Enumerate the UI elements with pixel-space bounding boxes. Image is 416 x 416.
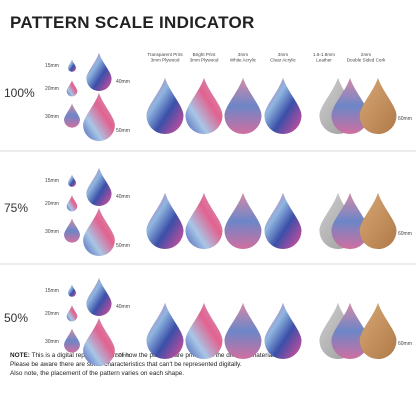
teardrop (67, 284, 77, 297)
material-label: Bright Print (193, 52, 216, 57)
size-label: 30mm (45, 229, 59, 235)
teardrop (146, 302, 184, 360)
material-label: 3mm (238, 52, 248, 57)
teardrop (224, 77, 262, 135)
teardrop (67, 59, 77, 72)
material-label: 3mm Plywood (190, 58, 219, 63)
size-label: 50mm (116, 128, 130, 134)
teardrop (86, 277, 112, 317)
size-label: 40mm (116, 79, 130, 85)
material-label: White Acrylic (230, 58, 257, 63)
size-label: 50mm (116, 243, 130, 249)
material-label: Leather (316, 58, 332, 63)
teardrop (359, 77, 397, 135)
teardrop (66, 194, 78, 212)
title: PATTERN SCALE INDICATOR (10, 13, 255, 32)
teardrop (146, 192, 184, 250)
teardrop (264, 192, 302, 250)
teardrop (359, 192, 397, 250)
note-line: Please be aware there are some character… (10, 361, 242, 368)
material-label: 3mm Plywood (151, 58, 180, 63)
teardrop (63, 102, 81, 128)
teardrop (82, 92, 116, 142)
teardrop (264, 302, 302, 360)
teardrop (63, 327, 81, 353)
material-label: 3mm (278, 52, 288, 57)
size-label: 20mm (45, 201, 59, 207)
size-label: 15mm (45, 288, 59, 294)
size-label: 50mm (116, 353, 130, 359)
teardrop (86, 52, 112, 92)
material-label: 2mm (361, 52, 371, 57)
teardrop (86, 167, 112, 207)
scale-label: 50% (4, 311, 28, 325)
size-label: 60mm (398, 116, 412, 122)
teardrop (66, 304, 78, 322)
teardrop (82, 317, 116, 367)
teardrop (66, 79, 78, 97)
teardrop (67, 174, 77, 187)
size-label: 30mm (45, 114, 59, 120)
teardrop (146, 77, 184, 135)
size-label: 15mm (45, 178, 59, 184)
size-label: 60mm (398, 231, 412, 237)
note-line: Also note, the placement of the pattern … (10, 370, 184, 377)
teardrop (359, 302, 397, 360)
material-label: Clear Acrylic (270, 58, 296, 63)
size-label: 30mm (45, 339, 59, 345)
size-label: 15mm (45, 63, 59, 69)
size-label: 20mm (45, 86, 59, 92)
material-label: 1.6-1.8mm (313, 52, 335, 57)
teardrop (185, 302, 223, 360)
size-label: 40mm (116, 304, 130, 310)
size-label: 60mm (398, 341, 412, 347)
material-label: Transparent Print (147, 52, 183, 57)
teardrop (185, 192, 223, 250)
teardrop (63, 217, 81, 243)
teardrop (224, 302, 262, 360)
teardrop (185, 77, 223, 135)
scale-label: 75% (4, 201, 28, 215)
note-label: NOTE: (10, 352, 30, 359)
teardrop (82, 207, 116, 257)
size-label: 20mm (45, 311, 59, 317)
teardrop (264, 77, 302, 135)
material-label: Double Sided Cork (347, 58, 386, 63)
scale-label: 100% (4, 86, 35, 100)
teardrop (224, 192, 262, 250)
size-label: 40mm (116, 194, 130, 200)
